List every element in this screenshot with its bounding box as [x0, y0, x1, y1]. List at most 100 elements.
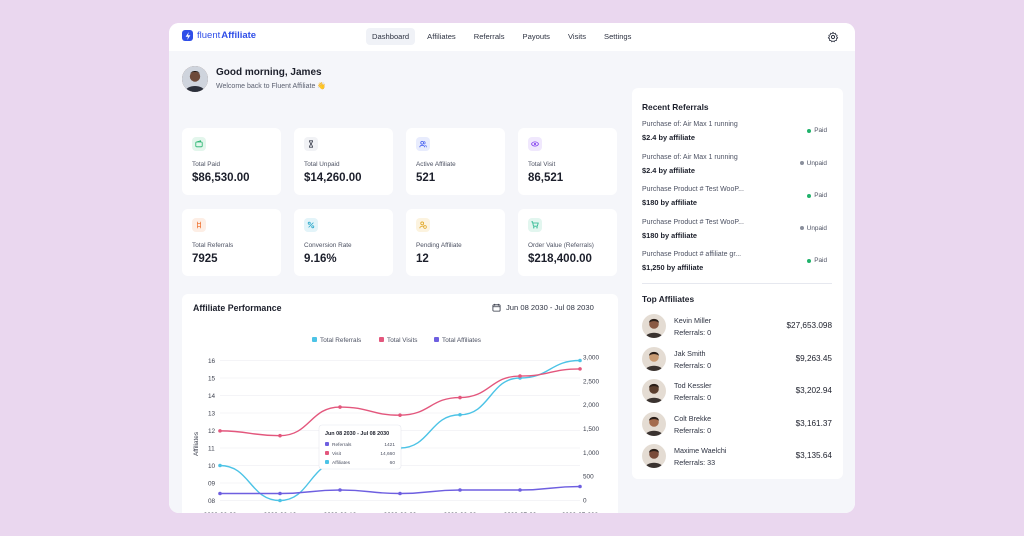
affiliate-referrals: Referrals: 33: [674, 458, 716, 467]
stat-label: Total Unpaid: [304, 161, 340, 168]
tooltip-swatch: [325, 460, 329, 464]
data-point: [578, 358, 582, 363]
affiliate-item[interactable]: Jak Smith Referrals: 0 $9,263.45: [642, 346, 833, 373]
stat-card-total-paid[interactable]: Total Paid $86,530.00: [182, 128, 281, 195]
data-point: [458, 488, 462, 492]
stat-card-total-referrals[interactable]: Total Referrals 7925: [182, 209, 281, 276]
avatar[interactable]: [642, 444, 666, 468]
y2-tick-label: 0: [583, 498, 587, 505]
avatar[interactable]: [642, 411, 666, 436]
status-badge: Unpaid: [799, 224, 827, 232]
status-badge: Paid: [807, 127, 827, 134]
status-text: Paid: [814, 257, 827, 264]
logo-text-light: fluent: [197, 30, 221, 41]
data-point: [518, 488, 522, 492]
affiliate-amount: $3,202.94: [795, 386, 832, 395]
logo[interactable]: fluent Affiliate: [182, 30, 256, 41]
nav-affiliates[interactable]: Affiliates: [427, 32, 456, 41]
status-badge: Unpaid: [799, 160, 827, 167]
app-window: fluent Affiliate Dashboard Affiliates Ref…: [169, 23, 855, 513]
users-icon: [416, 137, 430, 151]
referral-amount: $1,250 by affiliate: [642, 263, 704, 272]
legend-swatch: [379, 337, 384, 342]
stat-card-total-visit[interactable]: Total Visit 86,521: [518, 128, 617, 195]
affiliate-item[interactable]: Tod Kessler Referrals: 0 $3,202.94: [642, 379, 833, 405]
y2-tick-label: 1,500: [583, 426, 599, 433]
stat-card-active-affiliate[interactable]: Active Affiliate 521: [406, 128, 505, 195]
avatar[interactable]: [642, 379, 666, 403]
stat-card-total-unpaid[interactable]: Total Unpaid $14,260.00: [294, 128, 393, 195]
tooltip-box: [318, 424, 402, 470]
stat-value: 521: [416, 172, 436, 184]
stat-label: Total Paid: [192, 161, 221, 168]
stat-label: Conversion Rate: [304, 242, 352, 249]
data-point: [578, 484, 582, 489]
nav-settings[interactable]: Settings: [604, 32, 632, 41]
stat-card-order-value[interactable]: Order Value (Referrals) $218,400.00: [518, 209, 617, 276]
referral-amount: $2.4 by affiliate: [642, 133, 695, 142]
status-badge: Paid: [807, 257, 827, 264]
tooltip-label: Affiliates: [332, 460, 351, 466]
tooltip-title: Jun 08 2030 - Jul 08 2030: [325, 431, 389, 437]
y2-tick-label: 2,000: [583, 402, 599, 409]
x-tick-label: 2030-06-28: [444, 512, 477, 513]
y-tick-label: 10: [208, 463, 216, 470]
affiliate-name: Maxime Waelchi: [674, 446, 727, 455]
avatar[interactable]: [642, 346, 666, 371]
y2-tick-label: 2,500: [583, 378, 599, 385]
avatar[interactable]: [642, 314, 666, 338]
performance-line-chart[interactable]: Total Referrals Total Visits Total Affilia…: [182, 294, 618, 513]
y-tick-label: 14: [208, 393, 216, 400]
legend-swatch: [434, 337, 439, 342]
y2-tick-label: 500: [583, 474, 594, 481]
status-text: Unpaid: [806, 224, 827, 232]
data-point: [218, 429, 222, 433]
date-range-picker[interactable]: Jun 08 2030 - Jul 08 2030: [492, 303, 594, 312]
tooltip-value: 60: [390, 460, 396, 466]
calendar-icon: [492, 303, 501, 312]
y-axis-label: Affiliates: [193, 432, 200, 456]
affiliate-name: Kevin Miller: [674, 316, 712, 325]
wallet-icon: [192, 137, 206, 151]
tooltip-swatch: [325, 451, 329, 455]
referral-item[interactable]: Purchase Product # affiliate gr... $1,250…: [642, 251, 833, 277]
stat-label: Order Value (Referrals): [528, 242, 594, 249]
stat-card-pending-affiliate[interactable]: Pending Affiliate 12: [406, 209, 505, 276]
referral-name: Purchase Product # Test WooP...: [642, 186, 744, 193]
affiliate-item[interactable]: Kevin Miller Referrals: 0 $27,653.098: [642, 314, 833, 340]
y-tick-label: 12: [208, 428, 216, 435]
y2-tick-label: 3,000: [583, 355, 599, 362]
affiliate-item[interactable]: Colt Brekke Referrals: 0 $3,161.37: [642, 411, 833, 438]
x-tick-label: 2030-07-008: [562, 512, 599, 513]
affiliate-item[interactable]: Maxime Waelchi Referrals: 33 $3,135.64: [642, 444, 833, 470]
nav-visits[interactable]: Visits: [567, 32, 586, 41]
data-point: [218, 463, 222, 468]
nav-dashboard[interactable]: Dashboard: [366, 28, 416, 45]
nav-payouts[interactable]: Payouts: [522, 32, 550, 41]
data-point: [518, 374, 522, 378]
cart-icon: [528, 218, 542, 232]
avatar[interactable]: [182, 66, 208, 92]
stat-card-conversion-rate[interactable]: Conversion Rate 9.16%: [294, 209, 393, 276]
x-tick-label: 2030-07-03: [504, 512, 537, 513]
gear-icon[interactable]: [827, 31, 839, 43]
referral-amount: $180 by affiliate: [642, 230, 698, 240]
tooltip-swatch: [325, 442, 329, 446]
y-tick-label: 15: [208, 376, 216, 383]
x-tick-label: 2030-06-13: [264, 512, 297, 513]
referral-item[interactable]: Purchase Product # Test WooP... $180 by a…: [642, 186, 833, 212]
status-dot: [799, 226, 804, 230]
referral-item[interactable]: Purchase of: Air Max 1 running $2.4 by af…: [642, 154, 833, 180]
nav-referrals[interactable]: Referrals: [473, 32, 505, 41]
data-point: [218, 491, 222, 496]
affiliate-referrals: Referrals: 0: [674, 393, 712, 402]
referral-amount: $180 by affiliate: [642, 198, 698, 207]
referral-name: Purchase Product # affiliate gr...: [642, 251, 742, 258]
referral-item[interactable]: Purchase of: Air Max 1 running $2.4 by af…: [642, 121, 833, 147]
referral-name: Purchase Product # Test WooP...: [642, 218, 744, 226]
y-tick-label: 16: [208, 358, 216, 365]
referral-item[interactable]: Purchase Product # Test WooP... $180 by a…: [642, 219, 833, 245]
status-dot: [807, 193, 812, 198]
y-tick-label: 09: [208, 481, 216, 488]
affiliate-referrals: Referrals: 0: [674, 425, 712, 435]
